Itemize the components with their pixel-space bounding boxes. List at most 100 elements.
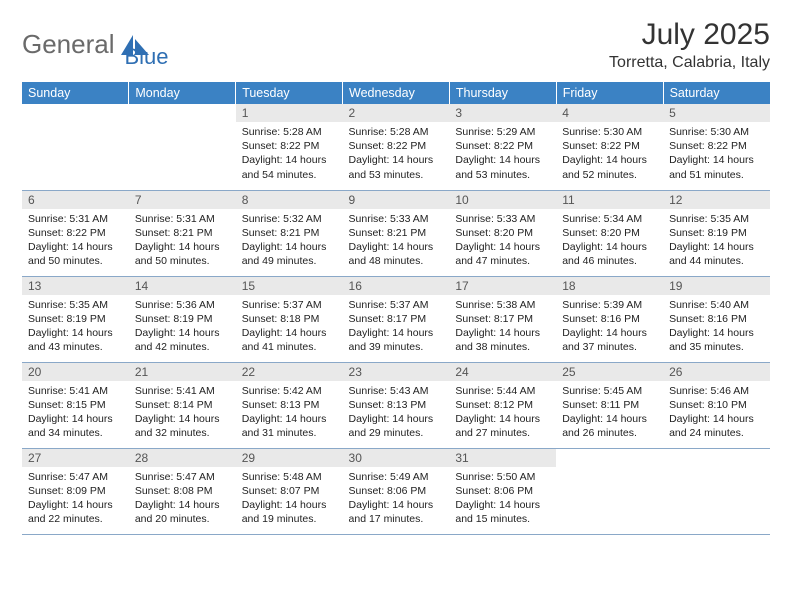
day-number: 26 (663, 363, 770, 381)
day-details: Sunrise: 5:43 AMSunset: 8:13 PMDaylight:… (343, 381, 450, 445)
day-number: 29 (236, 449, 343, 467)
day-details: Sunrise: 5:30 AMSunset: 8:22 PMDaylight:… (556, 122, 663, 186)
calendar-cell: 31Sunrise: 5:50 AMSunset: 8:06 PMDayligh… (449, 448, 556, 534)
day-details: Sunrise: 5:41 AMSunset: 8:15 PMDaylight:… (22, 381, 129, 445)
calendar-row: 27Sunrise: 5:47 AMSunset: 8:09 PMDayligh… (22, 448, 770, 534)
day-header: Saturday (663, 82, 770, 104)
logo-text-general: General (22, 29, 115, 60)
day-details: Sunrise: 5:48 AMSunset: 8:07 PMDaylight:… (236, 467, 343, 531)
day-details: Sunrise: 5:39 AMSunset: 8:16 PMDaylight:… (556, 295, 663, 359)
day-number: 30 (343, 449, 450, 467)
day-number: 27 (22, 449, 129, 467)
calendar-row: 6Sunrise: 5:31 AMSunset: 8:22 PMDaylight… (22, 190, 770, 276)
day-number: 24 (449, 363, 556, 381)
calendar-cell: 26Sunrise: 5:46 AMSunset: 8:10 PMDayligh… (663, 362, 770, 448)
calendar-cell: 6Sunrise: 5:31 AMSunset: 8:22 PMDaylight… (22, 190, 129, 276)
calendar-cell: 21Sunrise: 5:41 AMSunset: 8:14 PMDayligh… (129, 362, 236, 448)
calendar-cell: 5Sunrise: 5:30 AMSunset: 8:22 PMDaylight… (663, 104, 770, 190)
day-number: 5 (663, 104, 770, 122)
calendar-cell: 19Sunrise: 5:40 AMSunset: 8:16 PMDayligh… (663, 276, 770, 362)
day-number: 10 (449, 191, 556, 209)
day-header: Sunday (22, 82, 129, 104)
calendar-cell: 27Sunrise: 5:47 AMSunset: 8:09 PMDayligh… (22, 448, 129, 534)
day-details: Sunrise: 5:37 AMSunset: 8:18 PMDaylight:… (236, 295, 343, 359)
day-details: Sunrise: 5:30 AMSunset: 8:22 PMDaylight:… (663, 122, 770, 186)
calendar-cell: 25Sunrise: 5:45 AMSunset: 8:11 PMDayligh… (556, 362, 663, 448)
day-details: Sunrise: 5:31 AMSunset: 8:22 PMDaylight:… (22, 209, 129, 273)
calendar-cell: 20Sunrise: 5:41 AMSunset: 8:15 PMDayligh… (22, 362, 129, 448)
day-details: Sunrise: 5:44 AMSunset: 8:12 PMDaylight:… (449, 381, 556, 445)
calendar-cell-empty (129, 104, 236, 190)
day-details: Sunrise: 5:29 AMSunset: 8:22 PMDaylight:… (449, 122, 556, 186)
calendar-cell-empty (556, 448, 663, 534)
day-number: 12 (663, 191, 770, 209)
calendar-cell: 11Sunrise: 5:34 AMSunset: 8:20 PMDayligh… (556, 190, 663, 276)
day-details: Sunrise: 5:36 AMSunset: 8:19 PMDaylight:… (129, 295, 236, 359)
calendar-cell: 9Sunrise: 5:33 AMSunset: 8:21 PMDaylight… (343, 190, 450, 276)
calendar-cell: 10Sunrise: 5:33 AMSunset: 8:20 PMDayligh… (449, 190, 556, 276)
day-number: 22 (236, 363, 343, 381)
day-number: 20 (22, 363, 129, 381)
title-block: July 2025 Torretta, Calabria, Italy (609, 18, 770, 72)
day-number: 28 (129, 449, 236, 467)
day-details: Sunrise: 5:46 AMSunset: 8:10 PMDaylight:… (663, 381, 770, 445)
day-number: 18 (556, 277, 663, 295)
day-details: Sunrise: 5:50 AMSunset: 8:06 PMDaylight:… (449, 467, 556, 531)
day-number: 17 (449, 277, 556, 295)
day-number: 14 (129, 277, 236, 295)
day-number: 9 (343, 191, 450, 209)
calendar-cell: 15Sunrise: 5:37 AMSunset: 8:18 PMDayligh… (236, 276, 343, 362)
day-header: Friday (556, 82, 663, 104)
day-number: 23 (343, 363, 450, 381)
calendar-body: 1Sunrise: 5:28 AMSunset: 8:22 PMDaylight… (22, 104, 770, 534)
calendar-cell: 8Sunrise: 5:32 AMSunset: 8:21 PMDaylight… (236, 190, 343, 276)
calendar-cell: 22Sunrise: 5:42 AMSunset: 8:13 PMDayligh… (236, 362, 343, 448)
calendar-cell: 14Sunrise: 5:36 AMSunset: 8:19 PMDayligh… (129, 276, 236, 362)
calendar-row: 1Sunrise: 5:28 AMSunset: 8:22 PMDaylight… (22, 104, 770, 190)
day-number: 6 (22, 191, 129, 209)
day-number: 21 (129, 363, 236, 381)
day-details: Sunrise: 5:34 AMSunset: 8:20 PMDaylight:… (556, 209, 663, 273)
day-number: 3 (449, 104, 556, 122)
day-details: Sunrise: 5:38 AMSunset: 8:17 PMDaylight:… (449, 295, 556, 359)
calendar-cell: 2Sunrise: 5:28 AMSunset: 8:22 PMDaylight… (343, 104, 450, 190)
day-details: Sunrise: 5:49 AMSunset: 8:06 PMDaylight:… (343, 467, 450, 531)
calendar-row: 13Sunrise: 5:35 AMSunset: 8:19 PMDayligh… (22, 276, 770, 362)
day-details: Sunrise: 5:45 AMSunset: 8:11 PMDaylight:… (556, 381, 663, 445)
calendar-cell: 13Sunrise: 5:35 AMSunset: 8:19 PMDayligh… (22, 276, 129, 362)
day-details: Sunrise: 5:31 AMSunset: 8:21 PMDaylight:… (129, 209, 236, 273)
calendar-cell: 28Sunrise: 5:47 AMSunset: 8:08 PMDayligh… (129, 448, 236, 534)
calendar-cell: 30Sunrise: 5:49 AMSunset: 8:06 PMDayligh… (343, 448, 450, 534)
calendar-cell: 7Sunrise: 5:31 AMSunset: 8:21 PMDaylight… (129, 190, 236, 276)
calendar-cell: 24Sunrise: 5:44 AMSunset: 8:12 PMDayligh… (449, 362, 556, 448)
calendar-cell: 23Sunrise: 5:43 AMSunset: 8:13 PMDayligh… (343, 362, 450, 448)
calendar-row: 20Sunrise: 5:41 AMSunset: 8:15 PMDayligh… (22, 362, 770, 448)
day-header: Thursday (449, 82, 556, 104)
calendar-cell: 16Sunrise: 5:37 AMSunset: 8:17 PMDayligh… (343, 276, 450, 362)
calendar-cell-empty (663, 448, 770, 534)
day-details: Sunrise: 5:33 AMSunset: 8:20 PMDaylight:… (449, 209, 556, 273)
day-number: 13 (22, 277, 129, 295)
day-details: Sunrise: 5:47 AMSunset: 8:08 PMDaylight:… (129, 467, 236, 531)
day-number: 8 (236, 191, 343, 209)
day-details: Sunrise: 5:28 AMSunset: 8:22 PMDaylight:… (236, 122, 343, 186)
day-number: 16 (343, 277, 450, 295)
header: General Blue July 2025 Torretta, Calabri… (22, 18, 770, 72)
day-header: Wednesday (343, 82, 450, 104)
calendar-table: SundayMondayTuesdayWednesdayThursdayFrid… (22, 82, 770, 535)
day-number: 1 (236, 104, 343, 122)
location: Torretta, Calabria, Italy (609, 54, 770, 72)
calendar-cell: 1Sunrise: 5:28 AMSunset: 8:22 PMDaylight… (236, 104, 343, 190)
calendar-cell: 18Sunrise: 5:39 AMSunset: 8:16 PMDayligh… (556, 276, 663, 362)
day-number: 15 (236, 277, 343, 295)
logo-text-blue: Blue (125, 44, 169, 70)
day-details: Sunrise: 5:33 AMSunset: 8:21 PMDaylight:… (343, 209, 450, 273)
calendar-cell: 3Sunrise: 5:29 AMSunset: 8:22 PMDaylight… (449, 104, 556, 190)
logo: General Blue (22, 18, 169, 70)
day-number: 2 (343, 104, 450, 122)
day-number: 25 (556, 363, 663, 381)
day-number: 7 (129, 191, 236, 209)
day-number: 4 (556, 104, 663, 122)
day-details: Sunrise: 5:42 AMSunset: 8:13 PMDaylight:… (236, 381, 343, 445)
day-header: Tuesday (236, 82, 343, 104)
